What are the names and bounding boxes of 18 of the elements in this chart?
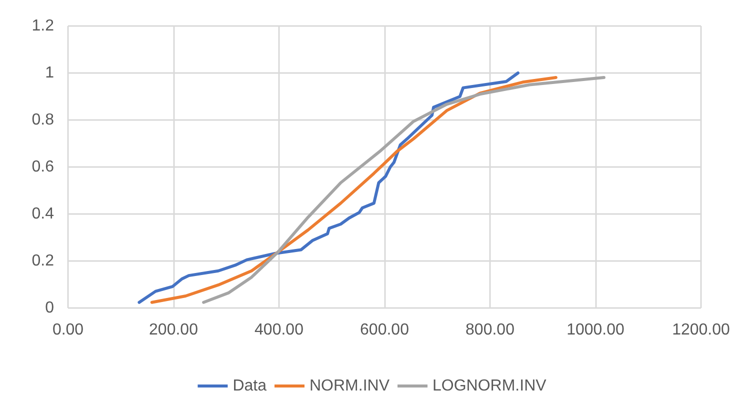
y-tick-label: 0	[45, 300, 54, 316]
x-tick-label: 1200.00	[672, 322, 730, 338]
y-tick-label: 1	[45, 64, 54, 82]
y-tick-label: 0.4	[32, 206, 54, 222]
x-tick-label: 800.00	[466, 322, 515, 338]
y-tick-label: 0.2	[32, 252, 54, 270]
x-tick-label: 1000.00	[566, 322, 625, 338]
legend-label: Data	[232, 378, 267, 394]
x-tick-label: 400.00	[254, 322, 304, 338]
y-tick-label: 0.8	[32, 112, 54, 128]
legend-label: NORM.INV	[310, 378, 390, 394]
x-tick-label: 0.00	[52, 322, 84, 338]
legend-label: LOGNORM.INV	[432, 378, 547, 394]
y-tick-label: 1.2	[32, 18, 54, 34]
x-tick-label: 200.00	[149, 322, 198, 338]
y-tick-label: 0.6	[32, 158, 54, 176]
x-tick-label: 600.00	[360, 322, 410, 338]
line-series	[202, 76, 606, 304]
